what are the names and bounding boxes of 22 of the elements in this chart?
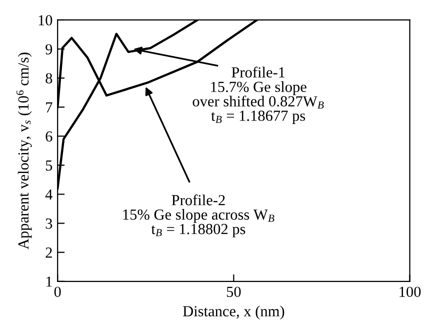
x-tick-label: 50 [226,286,241,297]
annotation: 15% Ge slope across W$_{B}$ [123,209,274,223]
annotation: Profile-1 [232,66,285,78]
annotation: t$_{B}$ = 1.18677 ps [211,110,306,124]
x-tick-label: 100 [400,286,421,297]
annotation: over shifted 0.827W$_{B}$ [192,96,324,108]
y-axis-title: Apparent velocity, v$_{s}$ (10$^{6}$ cm/s) [16,52,32,250]
annotation: t$_{B}$ = 1.18802 ps [151,224,246,238]
y-tick-label: 7 [46,102,52,112]
y-tick-label: 1 [46,276,52,287]
x-tick-label: 0 [54,286,61,297]
x-axis-title: Distance, x (nm) [183,306,284,320]
y-tick-label: 6 [46,131,52,142]
annotation: 15.7% Ge slope [211,81,306,96]
y-tick-label: 2 [46,248,52,258]
y-tick-label: 5 [46,160,52,171]
y-tick-label: 8 [46,73,52,84]
y-tick-label: 9 [46,44,52,54]
y-tick-label: 4 [45,189,52,200]
annotation: Profile-2 [172,194,225,206]
y-tick-label: 10 [38,15,52,26]
y-tick-label: 3 [46,218,52,229]
